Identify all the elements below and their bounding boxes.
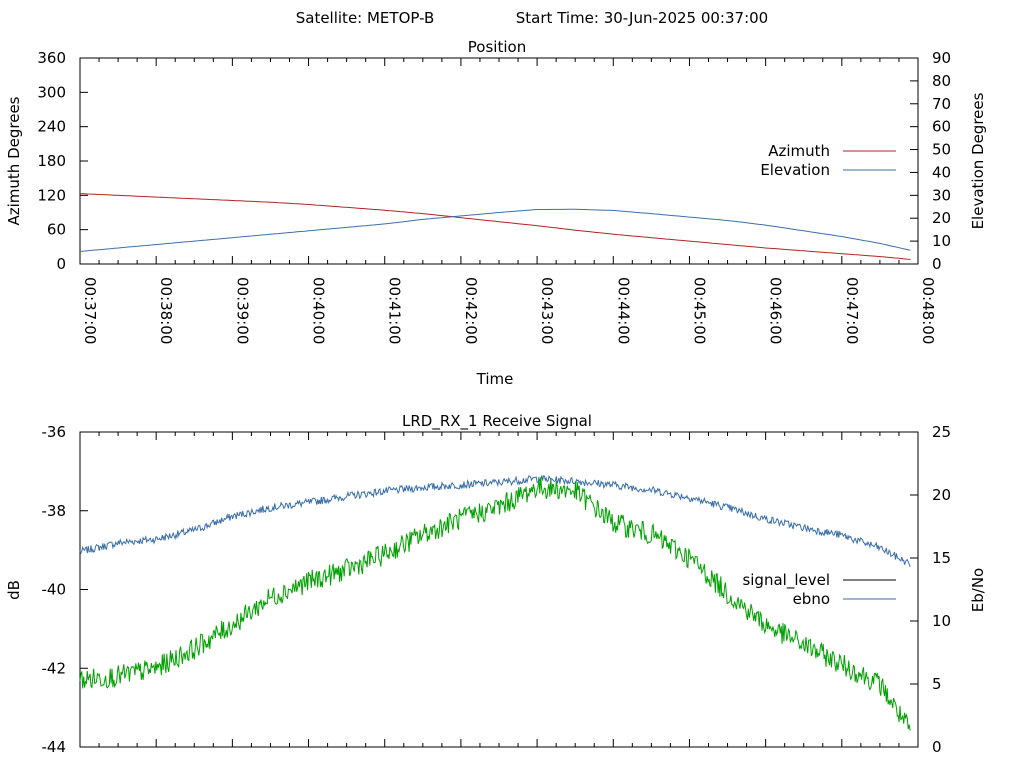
signal-ebno-axis: 0 5 10 15 20 25 [910,423,951,756]
ebno-line [79,474,911,568]
db-axis-tick-label: -40 [42,581,67,599]
azimuth-axis-tick-label: 360 [37,49,66,67]
azimuth-line [79,193,911,260]
legend-ebno-label: ebno [793,590,830,608]
elevation-axis-tick-label: 30 [932,186,951,204]
signal-chart-title: LRD_RX_1 Receive Signal [402,412,592,431]
azimuth-axis-tick-label: 180 [37,152,66,170]
x-tick-label: 00:40:00 [310,277,328,344]
ebno-axis-tick-label: 15 [932,549,951,567]
time-axis-label: Time [476,370,514,388]
ebno-axis-label: Eb/No [969,568,987,612]
signal-legend: signal_level ebno [742,571,896,608]
position-time-axis: 00:37:00 00:38:00 00:39:00 00:40:00 00:41:00… [79,58,937,344]
legend-azimuth-label: Azimuth [768,142,830,160]
signal-level-line [79,476,911,731]
elevation-axis-tick-label: 50 [932,141,951,159]
azimuth-axis-tick-label: 0 [56,255,66,273]
x-tick-label: 00:43:00 [538,277,556,344]
elevation-axis-tick-label: 10 [932,232,951,250]
legend-elevation-label: Elevation [760,161,830,179]
db-axis-tick-label: -38 [42,502,67,520]
elevation-axis-tick-label: 90 [932,49,951,67]
x-tick-label: 00:47:00 [843,277,861,344]
x-tick-label: 00:45:00 [690,277,708,344]
elevation-axis-tick-label: 60 [932,118,951,136]
elevation-axis-tick-label: 20 [932,209,951,227]
position-series-group [79,193,911,260]
signal-db-axis: -36 -38 -40 -42 -44 [42,423,88,756]
db-axis-tick-label: -42 [42,659,67,677]
x-tick-label: 00:48:00 [919,277,937,344]
signal-series-group [79,474,911,731]
x-tick-label: 00:39:00 [233,277,251,344]
ebno-axis-tick-label: 10 [932,612,951,630]
elevation-axis-label: Elevation Degrees [969,92,987,229]
azimuth-axis-tick-label: 300 [37,83,66,101]
position-elevation-axis: 0 10 20 30 40 50 60 70 80 90 [910,49,951,273]
ebno-axis-tick-label: 20 [932,486,951,504]
position-chart-title: Position [468,38,526,56]
elevation-axis-tick-label: 40 [932,163,951,181]
x-tick-label: 00:46:00 [767,277,785,344]
satellite-label: Satellite: METOP-B [296,9,435,27]
azimuth-axis-tick-label: 120 [37,186,66,204]
x-tick-label: 00:42:00 [462,277,480,344]
azimuth-axis-label: Azimuth Degrees [5,96,23,225]
legend-signal-level-label: signal_level [742,571,830,590]
ebno-axis-tick-label: 25 [932,423,951,441]
elevation-axis-tick-label: 70 [932,95,951,113]
x-tick-label: 00:41:00 [386,277,404,344]
ebno-axis-tick-label: 5 [932,675,942,693]
elevation-line [79,208,911,252]
db-axis-label: dB [5,580,23,600]
signal-time-axis [79,432,919,747]
db-axis-tick-label: -36 [42,423,67,441]
x-tick-label: 00:44:00 [614,277,632,344]
x-tick-label: 00:38:00 [157,277,175,344]
start-time-label: Start Time: 30-Jun-2025 00:37:00 [516,9,768,27]
elevation-axis-tick-label: 80 [932,72,951,90]
db-axis-tick-label: -44 [42,738,67,756]
azimuth-axis-tick-label: 240 [37,118,66,136]
position-azimuth-axis: 0 60 120 180 240 300 360 [37,49,88,273]
position-legend: Azimuth Elevation [760,142,896,179]
elevation-axis-tick-label: 0 [932,255,942,273]
ebno-axis-tick-label: 0 [932,738,942,756]
azimuth-axis-tick-label: 60 [47,221,66,239]
x-tick-label: 00:37:00 [81,277,99,344]
